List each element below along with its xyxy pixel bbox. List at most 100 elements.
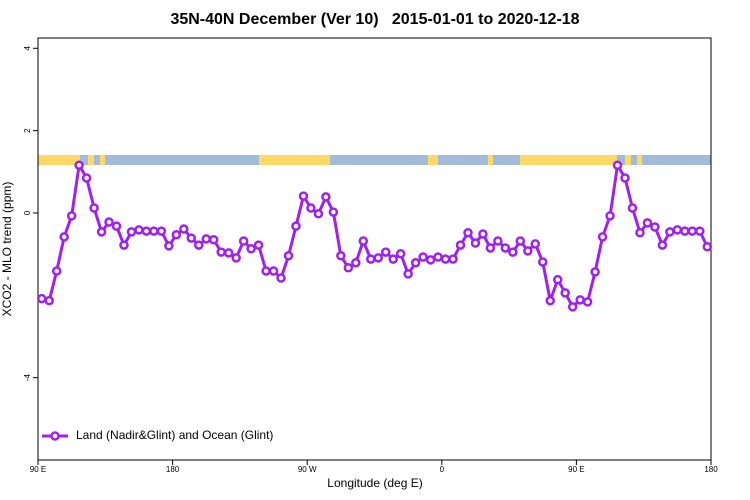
data-point xyxy=(373,253,383,263)
data-point xyxy=(642,218,653,228)
x-tick-label: 90 E xyxy=(30,465,46,474)
data-point xyxy=(171,230,182,240)
data-point xyxy=(291,221,301,231)
data-point xyxy=(119,240,129,250)
data-point xyxy=(179,224,189,234)
data-point xyxy=(567,302,578,312)
data-point xyxy=(620,173,630,183)
data-point xyxy=(455,240,466,250)
data-point xyxy=(530,239,541,249)
data-point xyxy=(111,221,122,231)
data-point xyxy=(418,252,428,262)
data-point xyxy=(351,258,361,268)
data-point xyxy=(500,243,511,253)
data-point xyxy=(478,229,488,239)
chart-title: 35N-40N December (Ver 10) 2015-01-01 to … xyxy=(170,11,579,28)
x-tick-label: 0 xyxy=(440,465,445,474)
data-point xyxy=(515,236,526,246)
data-point xyxy=(268,266,279,276)
data-point xyxy=(44,295,54,306)
data-point xyxy=(508,247,518,257)
data-point xyxy=(261,266,271,276)
data-point xyxy=(201,234,211,244)
data-point xyxy=(306,203,316,213)
data-point xyxy=(635,227,645,238)
data-point xyxy=(627,203,638,213)
data-point xyxy=(605,211,615,221)
y-axis-label: XCO2 - MLO trend (ppm) xyxy=(0,182,14,317)
data-point xyxy=(149,226,159,236)
data-point xyxy=(665,227,675,237)
data-point xyxy=(702,241,713,252)
data-point xyxy=(126,227,137,237)
legend-marker xyxy=(50,431,60,441)
surface-band xyxy=(38,155,711,165)
data-point xyxy=(59,232,69,242)
data-point xyxy=(313,209,324,219)
data-point xyxy=(358,236,369,246)
x-tick-label: 180 xyxy=(166,465,180,474)
data-point xyxy=(134,225,144,235)
data-point xyxy=(538,257,548,267)
data-point xyxy=(672,225,683,235)
data-point xyxy=(74,160,84,170)
data-point xyxy=(336,251,346,261)
y-tick-label: 4 xyxy=(23,46,32,51)
data-point xyxy=(36,293,47,304)
x-tick-label: 90 W xyxy=(298,465,317,474)
data-point xyxy=(276,273,286,283)
data-point xyxy=(194,240,204,250)
data-point xyxy=(238,236,249,246)
data-point xyxy=(403,269,413,279)
data-point xyxy=(104,217,114,227)
y-tick-label: 0 xyxy=(23,210,32,215)
legend-label: Land (Nadir&Glint) and Ocean (Glint) xyxy=(76,428,273,442)
data-point xyxy=(366,254,376,264)
y-tick-label: -4 xyxy=(23,374,32,382)
data-point xyxy=(156,226,167,236)
data-point xyxy=(328,207,339,217)
data-point xyxy=(51,266,62,276)
data-point xyxy=(246,244,256,254)
data-point xyxy=(253,240,264,250)
x-axis-label: Longitude (deg E) xyxy=(327,476,422,490)
y-tick-label: 2 xyxy=(23,128,32,133)
data-point xyxy=(590,267,600,277)
series-line xyxy=(41,160,709,310)
data-point xyxy=(582,297,593,307)
data-point xyxy=(298,191,309,201)
data-point xyxy=(223,248,234,258)
data-point xyxy=(695,226,705,236)
data-point xyxy=(425,255,436,265)
data-point xyxy=(81,173,92,183)
data-point xyxy=(612,160,623,170)
data-point xyxy=(231,253,241,263)
data-point xyxy=(493,236,503,246)
data-point xyxy=(186,233,197,243)
data-point xyxy=(433,252,443,262)
data-point xyxy=(164,241,174,251)
data-point xyxy=(283,251,294,261)
data-point xyxy=(395,248,406,259)
data-point xyxy=(448,254,458,264)
data-point xyxy=(597,232,608,242)
data-point xyxy=(560,288,570,298)
data-point xyxy=(440,254,451,264)
data-point xyxy=(343,262,354,273)
data-point xyxy=(141,226,152,236)
plot-frame xyxy=(37,37,712,461)
data-point xyxy=(523,246,533,256)
data-point xyxy=(552,274,563,285)
data-point xyxy=(680,226,690,236)
x-tick-label: 180 xyxy=(704,465,718,474)
data-point xyxy=(388,254,398,264)
data-point xyxy=(485,243,496,253)
data-point xyxy=(66,211,77,221)
data-point xyxy=(650,222,660,232)
data-point xyxy=(463,227,473,238)
x-tick-label: 90 E xyxy=(568,465,584,474)
data-point xyxy=(470,238,481,248)
data-point xyxy=(687,226,698,236)
data-point xyxy=(545,295,555,306)
